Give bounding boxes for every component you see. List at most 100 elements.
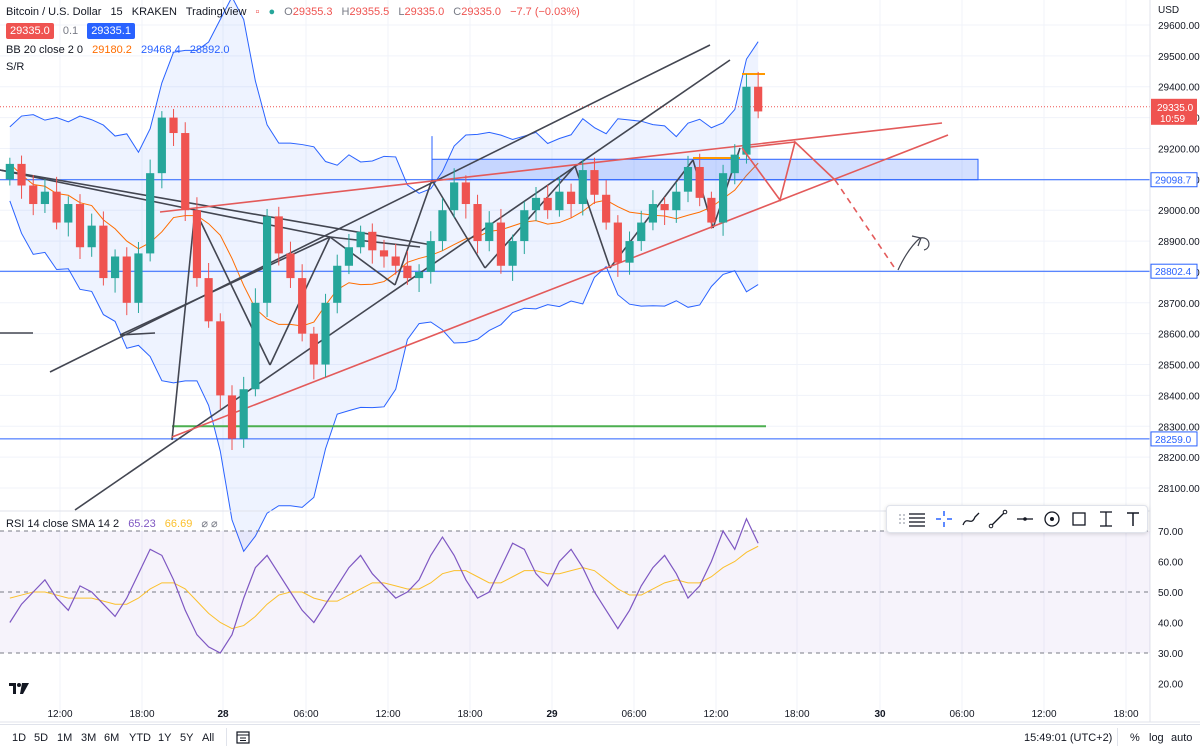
candle-body [660,204,669,211]
rectangle-icon[interactable] [1069,509,1089,529]
candle-body [707,197,716,223]
time-tick-label: 12:00 [703,709,728,720]
brush-icon[interactable] [961,509,981,529]
bb-legend[interactable]: BB 20 close 2 0 29180.2 29468.4 28892.0 [6,44,230,56]
candle-body [99,225,108,279]
trend-line [171,209,196,441]
spread-value: 0.1 [62,25,79,37]
trend-line [74,59,731,511]
candle-body [64,204,73,223]
candle-body [262,216,272,303]
candle-body [52,191,61,223]
clock[interactable]: 15:49:01 (UTC+2) [1024,732,1113,744]
time-tick-label: 06:00 [293,709,318,720]
trend-line-icon[interactable] [988,509,1008,529]
drag-handle-icon[interactable] [893,509,913,529]
time-tick-label: 12:00 [1031,709,1056,720]
candle-body [5,163,14,180]
text-icon[interactable] [1123,509,1143,529]
close-value: 29335.0 [461,6,501,18]
time-tick-label: 18:00 [129,709,154,720]
go-to-date-icon[interactable] [236,730,250,747]
price-tick-label: 29500.00 [1158,52,1200,63]
projection-drawing [741,140,930,271]
candle-body [146,173,155,254]
lines-template-icon[interactable] [907,509,927,529]
range-3m[interactable]: 3M [81,732,97,744]
price-axis: 29600.0029500.0029400.0029300.0029200.00… [0,0,1200,722]
level-tag [1150,431,1198,447]
price-tick-label: 28700.00 [1158,299,1200,310]
candle-body [555,191,564,211]
rsi-tick-label: 50.00 [1158,588,1183,599]
range-5d[interactable]: 5D [34,732,49,744]
crosshair-icon[interactable] [934,509,954,529]
time-tick-label: 06:00 [949,709,974,720]
candle-body [309,333,318,365]
sr-legend[interactable]: S/R [6,61,24,73]
channel-line [171,134,949,438]
rsi-extra: ⌀ ⌀ [201,518,218,530]
platform: TradingView [185,6,247,18]
change-value: −7.7 (−0.03%) [510,6,580,18]
sell-button[interactable]: 29335.0 [6,23,54,39]
tradingview-logo-icon[interactable] [8,681,30,698]
legend-symbol-row: Bitcoin / U.S. Dollar 15 KRAKEN TradingV… [6,6,580,18]
rsi-sma-value: 66.69 [164,518,193,530]
candle-body [368,231,377,251]
bb-fill [9,0,759,552]
candle-body [426,241,435,272]
range-1m[interactable]: 1M [57,732,73,744]
exchange: KRAKEN [131,6,177,18]
candle-body [333,265,342,303]
current-price-label: 29335.0 [1157,103,1194,114]
rsi-tick-label: 20.00 [1158,680,1183,691]
trade-buttons: 29335.0 0.1 29335.1 [6,23,135,39]
rsi-label: RSI 14 close SMA 14 2 [6,518,120,530]
candle-body [718,173,728,223]
range-6m[interactable]: 6M [104,732,120,744]
candle-body [473,204,482,242]
candle-body [298,278,307,334]
drawing-toolbar [886,505,1148,533]
candle-body [391,256,400,266]
trend-line [119,332,156,336]
range-5y[interactable]: 5Y [180,732,194,744]
candle-body [227,395,237,439]
trend-line [329,236,396,286]
candle-body [134,253,143,303]
log-toggle[interactable]: log [1149,732,1164,744]
auto-toggle[interactable]: auto [1171,732,1193,744]
rsi-legend[interactable]: RSI 14 close SMA 14 2 65.23 66.69 ⌀ ⌀ [6,517,218,530]
text-cursor-icon[interactable] [1096,509,1116,529]
trend-line [49,44,711,373]
range-all[interactable]: All [202,732,215,744]
range-1d[interactable]: 1D [12,732,27,744]
candle-body [531,197,541,211]
candle-body [274,216,283,254]
candle-body [566,191,576,205]
candle-body [450,182,459,211]
price-tick-label: 28600.00 [1158,330,1200,341]
candle-body [17,163,26,186]
trend-line [119,236,331,336]
candle-body [637,222,646,242]
percent-toggle[interactable]: % [1130,732,1140,744]
low-label: L [398,6,405,18]
circle-target-icon[interactable] [1042,509,1062,529]
candle-body [730,154,739,174]
bb-upper [9,0,759,194]
bb-label: BB 20 close 2 0 [6,44,84,56]
range-1y[interactable]: 1Y [158,732,172,744]
level-tag [1150,172,1198,188]
range-ytd[interactable]: YTD [129,732,151,744]
candle-body [356,231,365,248]
buy-button[interactable]: 29335.1 [87,23,135,39]
close-label: C [453,6,462,18]
alert-icon[interactable]: ▫ [255,6,260,18]
candle-body [157,117,166,174]
bb-basis-value: 29180.2 [92,44,132,56]
horizontal-ray-icon[interactable] [1015,509,1035,529]
